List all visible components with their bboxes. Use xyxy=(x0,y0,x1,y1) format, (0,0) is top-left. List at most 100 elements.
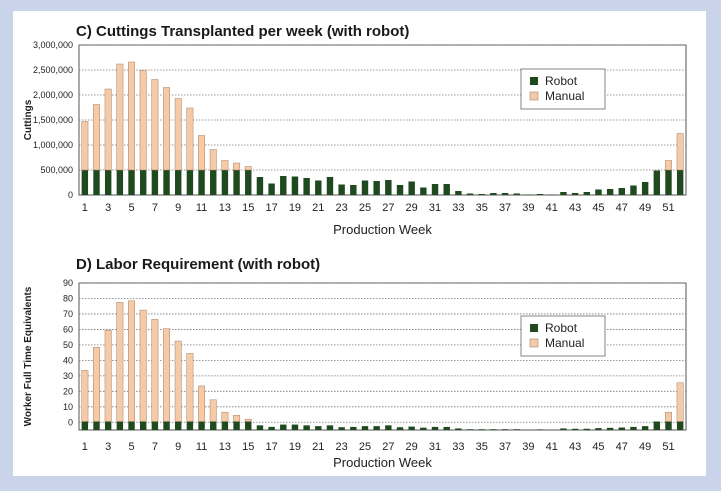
chart-d-bar-robot-wk10 xyxy=(186,421,194,430)
chart-c-legend-box xyxy=(520,68,606,110)
chart-d-bar-robot-wk51 xyxy=(665,421,672,430)
chart-d-bar-robot-wk17 xyxy=(268,426,275,430)
chart-c-bar-manual-wk9 xyxy=(174,98,182,171)
chart-d-bar-robot-wk43 xyxy=(571,428,579,430)
chart-c-bar-manual-wk3 xyxy=(104,88,112,171)
chart-c-bar-robot-wk49 xyxy=(641,182,649,195)
chart-d-bar-manual-wk5 xyxy=(128,300,135,422)
chart-c-ytick-label: 1,000,000 xyxy=(33,140,73,150)
chart-d-xtick-label: 27 xyxy=(382,441,394,453)
chart-d-bar-robot-wk42 xyxy=(560,428,567,430)
chart-d-xtick-label: 37 xyxy=(499,441,511,453)
chart-d-legend-label-manual: Manual xyxy=(545,336,584,350)
chart-c-bar-manual-wk4 xyxy=(116,63,124,171)
chart-c-xtick-label: 13 xyxy=(219,202,231,214)
chart-c-bar-manual-wk52 xyxy=(676,133,684,171)
chart-c-bar-robot-wk30 xyxy=(420,187,427,195)
chart-d-xtick-label: 17 xyxy=(265,441,277,453)
chart-d-bar-manual-wk8 xyxy=(163,328,171,422)
chart-c-bar-robot-wk18 xyxy=(280,176,287,195)
chart-d-ylabel: Worker Full Time Equivalents xyxy=(23,286,34,426)
chart-c-bar-robot-wk22 xyxy=(326,177,334,195)
chart-d-bar-manual-wk3 xyxy=(104,329,112,422)
chart-d-bar-robot-wk27 xyxy=(385,425,392,430)
chart-d-bar-robot-wk12 xyxy=(210,421,217,430)
chart-c-bar-robot-wk7 xyxy=(151,170,159,195)
chart-d-bar-robot-wk18 xyxy=(280,424,287,430)
chart-d-legend-box xyxy=(520,315,606,357)
chart-d-bar-manual-wk11 xyxy=(198,385,206,422)
chart-c-bar-manual-wk10 xyxy=(186,107,194,171)
chart-d-xtick-label: 39 xyxy=(522,441,534,453)
chart-c-bar-robot-wk43 xyxy=(571,193,579,195)
chart-d-xtick-label: 15 xyxy=(242,441,254,453)
chart-c-bar-robot-wk28 xyxy=(396,185,404,195)
chart-d-bar-robot-wk20 xyxy=(303,425,310,430)
chart-d-bar-manual-wk14 xyxy=(233,415,241,422)
chart-c-xtick-label: 5 xyxy=(128,202,134,214)
chart-d-bar-manual-wk1 xyxy=(81,370,89,422)
chart-c-bar-manual-wk13 xyxy=(221,160,229,171)
chart-c-xtick-label: 39 xyxy=(522,202,534,214)
chart-d-title: D) Labor Requirement (with robot) xyxy=(76,256,320,273)
chart-d-ytick-label: 20 xyxy=(63,386,73,396)
chart-c-title: C) Cuttings Transplanted per week (with … xyxy=(76,23,409,40)
chart-d-xtick-label: 21 xyxy=(312,441,324,453)
chart-c-bar-robot-wk19 xyxy=(291,176,299,195)
chart-d-xtick-label: 23 xyxy=(336,441,348,453)
chart-c-xtick-label: 27 xyxy=(382,202,394,214)
chart-d-bar-robot-wk2 xyxy=(93,421,100,430)
chart-c-xtick-label: 33 xyxy=(452,202,464,214)
chart-c-bar-robot-wk52 xyxy=(676,170,684,195)
chart-c-bar-robot-wk46 xyxy=(606,189,614,195)
chart-c-bar-robot-wk6 xyxy=(139,170,147,195)
chart-c-bar-manual-wk15 xyxy=(244,166,252,171)
chart-c-bar-manual-wk2 xyxy=(93,104,100,171)
chart-c-bar-robot-wk3 xyxy=(104,170,112,195)
chart-c-bar-robot-wk15 xyxy=(245,170,252,195)
chart-d-xtick-label: 47 xyxy=(616,441,628,453)
chart-c-xtick-label: 45 xyxy=(592,202,604,214)
chart-d-bar-robot-wk32 xyxy=(443,426,450,430)
chart-d-xtick-label: 1 xyxy=(82,441,88,453)
chart-d-bar-robot-wk40 xyxy=(536,429,544,430)
chart-c-legend-swatch-manual xyxy=(529,91,539,101)
chart-c-bar-robot-wk38 xyxy=(513,193,520,195)
chart-c-bar-manual-wk5 xyxy=(128,61,135,171)
chart-c-xtick-label: 23 xyxy=(336,202,348,214)
chart-d-ytick-label: 90 xyxy=(63,278,73,288)
chart-c-ylabel: Cuttings xyxy=(23,99,34,140)
chart-c-xtick-label: 7 xyxy=(152,202,158,214)
chart-d-xtick-label: 19 xyxy=(289,441,301,453)
chart-c-bar-manual-wk1 xyxy=(81,121,89,171)
chart-d-bar-manual-wk13 xyxy=(221,411,229,422)
chart-d-bar-robot-wk13 xyxy=(221,421,229,430)
chart-c-bar-manual-wk11 xyxy=(198,135,206,171)
chart-d-legend-swatch-robot xyxy=(530,324,538,332)
chart-c-legend-label-robot: Robot xyxy=(545,74,578,88)
chart-d-xtick-label: 29 xyxy=(406,441,418,453)
chart-c-bar-robot-wk32 xyxy=(443,184,450,195)
charts-canvas: C) Cuttings Transplanted per week (with … xyxy=(23,23,687,470)
chart-c-ytick-label: 3,000,000 xyxy=(33,40,73,50)
chart-d-bar-manual-wk4 xyxy=(116,302,124,422)
chart-c-bar-robot-wk45 xyxy=(595,189,602,195)
chart-c-ytick-label: 0 xyxy=(68,190,73,200)
chart-c-xtick-label: 47 xyxy=(616,202,628,214)
chart-d-bar-robot-wk31 xyxy=(431,426,439,430)
chart-c-xtick-label: 41 xyxy=(546,202,558,214)
chart-c-xtick-label: 29 xyxy=(406,202,418,214)
chart-c-bar-robot-wk25 xyxy=(361,180,369,195)
chart-d-bar-robot-wk50 xyxy=(653,421,661,430)
chart-d-xtick-label: 49 xyxy=(639,441,651,453)
chart-c-bar-robot-wk47 xyxy=(618,188,626,195)
chart-c-ytick-label: 2,500,000 xyxy=(33,65,73,75)
chart-d-bar-robot-wk47 xyxy=(618,427,626,430)
chart-c-xtick-label: 31 xyxy=(429,202,441,214)
chart-d-bar-manual-wk7 xyxy=(151,319,159,422)
chart-d-xtick-label: 7 xyxy=(152,441,158,453)
chart-c-bar-robot-wk2 xyxy=(93,170,100,195)
chart-d-bar-robot-wk45 xyxy=(595,428,602,430)
chart-c-bar-robot-wk36 xyxy=(490,193,497,195)
chart-c-bar-robot-wk51 xyxy=(665,170,672,195)
